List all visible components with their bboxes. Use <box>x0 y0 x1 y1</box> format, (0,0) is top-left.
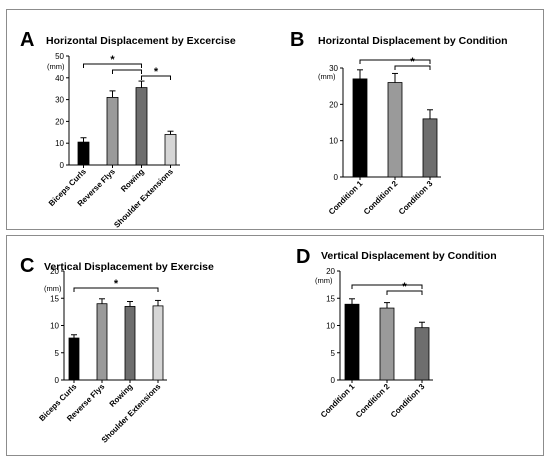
panel-c-title: Vertical Displacement by Exercise <box>44 261 214 273</box>
panel-d-bar-condition-1 <box>344 303 360 381</box>
panel-b-category-label: Condition 1 <box>327 179 365 217</box>
panel-a-y-unit: (mm) <box>47 62 65 71</box>
panel-a-title: Horizontal Displacement by Excercise <box>46 35 236 47</box>
panel-c-letter: C <box>20 255 34 277</box>
panel-b-category-label: Condition 2 <box>362 179 400 217</box>
panel-d: D Vertical Displacement by Condition (mm… <box>296 246 497 420</box>
panel-d-category-label: Condition 1 <box>319 382 357 420</box>
panel-b: B Horizontal Displacement by Condition (… <box>290 29 508 217</box>
panel-b-y-tick-label: 0 <box>334 173 339 182</box>
panel-a-y-tick-label: 50 <box>55 52 64 61</box>
panel-d-y-tick-label: 0 <box>331 376 336 385</box>
panel-c-y-tick-label: 5 <box>55 349 60 358</box>
panel-b-letter: B <box>290 29 304 51</box>
panel-a-y-tick-label: 0 <box>60 161 65 170</box>
panel-b-significance-label: * <box>410 56 415 68</box>
panel-c-bar-rowing <box>124 306 136 381</box>
panel-b-bar-condition-3 <box>422 118 438 178</box>
panel-a-significance-label: * <box>154 66 159 78</box>
panel-a-bar-rowing <box>135 87 148 166</box>
panel-a: A Horizontal Displacement by Excercise (… <box>20 29 236 230</box>
panel-a-y-tick-label: 20 <box>55 117 64 126</box>
panel-b-category-label: Condition 3 <box>397 179 435 217</box>
panel-d-y-tick-label: 10 <box>326 322 335 331</box>
panel-a-significance-bracket <box>83 63 142 68</box>
panel-d-letter: D <box>296 246 310 268</box>
panel-c-significance-bracket <box>73 287 159 292</box>
panel-a-significance-bracket <box>112 69 142 74</box>
panel-c-category-label: Rowing <box>108 382 135 409</box>
panel-a-y-tick-label: 30 <box>55 96 64 105</box>
panel-d-bar-condition-3 <box>414 327 430 381</box>
panel-d-significance-bracket <box>351 284 423 289</box>
panel-a-letter: A <box>20 29 34 51</box>
panel-d-y-unit: (mm) <box>315 276 333 285</box>
panel-a-y-tick-label: 10 <box>55 139 64 148</box>
panel-c: C Vertical Displacement by Exercise (mm)… <box>20 255 214 445</box>
panel-b-bar-condition-2 <box>387 82 403 178</box>
panel-d-bar-condition-2 <box>379 307 395 381</box>
panel-b-significance-bracket <box>394 65 431 70</box>
panel-d-y-tick-label: 5 <box>331 349 336 358</box>
panel-c-y-tick-label: 0 <box>55 376 60 385</box>
figure-frame-bottom <box>6 235 544 456</box>
panel-a-bar-reverse-flys <box>106 97 119 166</box>
panel-d-category-label: Condition 2 <box>354 382 392 420</box>
panel-b-bar-condition-1 <box>352 78 368 178</box>
figure-frame-top <box>6 9 544 230</box>
panel-a-bar-biceps-curls <box>77 141 90 166</box>
panel-b-y-tick-label: 10 <box>329 137 338 146</box>
panel-a-category-label: Shoulder Extensions <box>112 167 175 230</box>
panel-c-y-tick-label: 20 <box>50 267 59 276</box>
panel-c-significance-label: * <box>114 278 119 290</box>
panel-b-y-unit: (mm) <box>318 72 336 81</box>
panel-a-significance-label: * <box>110 54 115 66</box>
panel-c-bar-reverse-flys <box>96 303 108 381</box>
panel-c-y-tick-label: 15 <box>50 294 59 303</box>
panel-a-significance-bracket <box>141 75 171 80</box>
panel-b-y-tick-label: 20 <box>329 100 338 109</box>
panel-a-bar-shoulder-extensions <box>164 134 177 166</box>
panel-d-y-tick-label: 20 <box>326 267 335 276</box>
panel-c-y-tick-label: 10 <box>50 322 59 331</box>
panel-d-y-tick-label: 15 <box>326 294 335 303</box>
panel-d-title: Vertical Displacement by Condition <box>321 250 497 262</box>
panel-a-category-label: Rowing <box>119 167 146 194</box>
panel-c-bar-shoulder-extensions <box>152 305 164 381</box>
panel-b-title: Horizontal Displacement by Condition <box>318 35 508 47</box>
panel-d-significance-bracket <box>386 290 423 295</box>
panel-c-y-unit: (mm) <box>44 284 62 293</box>
panel-a-y-tick-label: 40 <box>55 74 64 83</box>
panel-b-significance-bracket <box>359 59 431 64</box>
panel-d-category-label: Condition 3 <box>389 382 427 420</box>
panel-d-significance-label: * <box>402 281 407 293</box>
panel-c-bar-biceps-curls <box>68 337 80 381</box>
panel-b-y-tick-label: 30 <box>329 64 338 73</box>
